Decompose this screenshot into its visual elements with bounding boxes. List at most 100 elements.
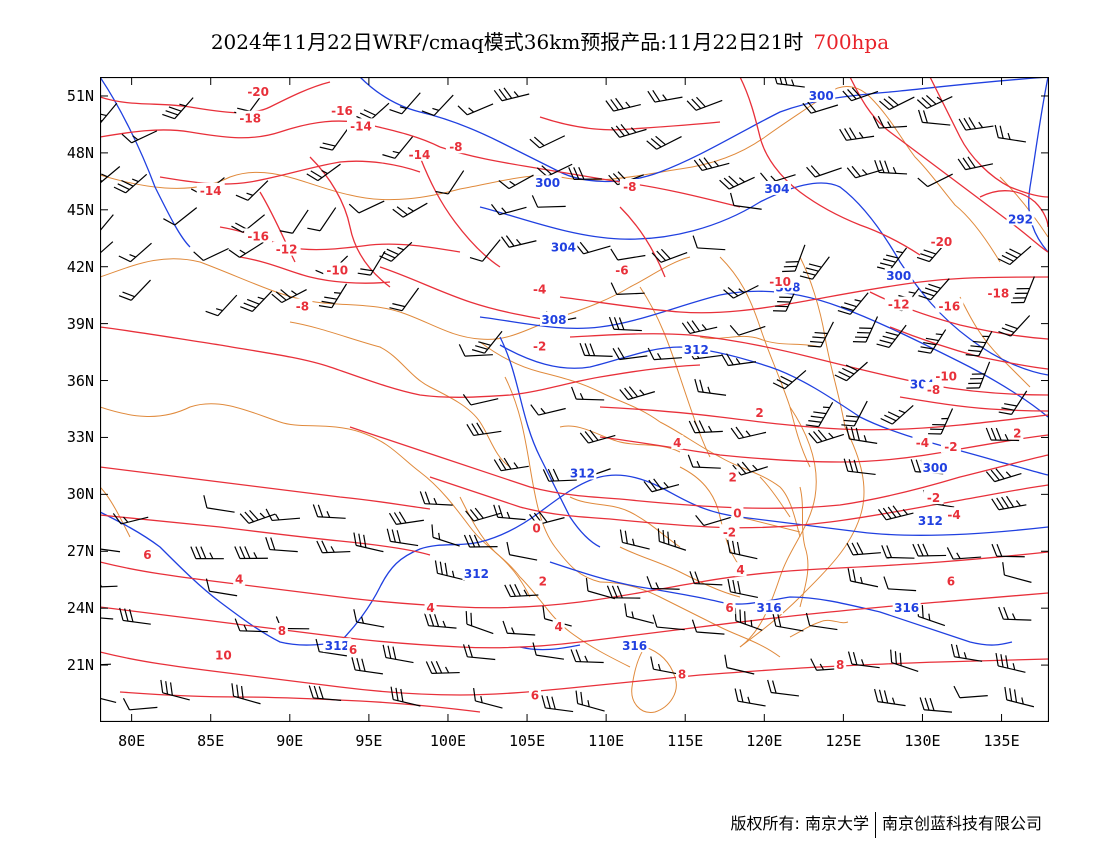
wind-barb	[730, 426, 767, 440]
contour-label: 304	[551, 241, 576, 255]
wind-barb	[571, 386, 605, 401]
contour-label: -14	[200, 184, 222, 198]
wind-barb	[265, 537, 298, 553]
wind-barb	[651, 248, 688, 263]
wind-barb	[880, 404, 914, 425]
footer-left: 版权所有: 南京大学	[730, 814, 869, 833]
wind-barb	[506, 541, 538, 561]
wind-barb	[421, 94, 454, 117]
wind-barb	[878, 505, 914, 521]
lon-label: 80E	[118, 732, 146, 750]
chart-title: 2024年11月22日WRF/cmaq模式36km预报产品:11月22日21时 7…	[0, 26, 1100, 55]
lat-label: 45N	[66, 200, 94, 219]
lon-label: 95E	[355, 732, 383, 750]
contour-label-bg	[719, 524, 740, 539]
contour-label-bg	[932, 368, 961, 383]
contour-label: 300	[886, 269, 911, 283]
contour-label: 300	[809, 89, 834, 103]
wind-barb	[843, 458, 876, 476]
wind-barb	[852, 316, 879, 343]
contour-label-bg	[529, 281, 550, 296]
contour-label-bg	[323, 262, 352, 277]
wind-barb	[619, 386, 656, 401]
wind-barb	[490, 204, 527, 216]
wind-barb	[240, 290, 273, 312]
contour-label-bg	[984, 285, 1013, 300]
footer-copyright: 版权所有: 南京大学 南京创蓝科技有限公司	[730, 810, 1042, 838]
wind-barb	[239, 509, 276, 524]
wind-barb	[985, 468, 1022, 483]
wind-barb	[308, 685, 342, 701]
contour-label-bg	[619, 179, 640, 194]
contour-label-bg	[424, 600, 437, 615]
contour-label: 308	[541, 313, 566, 327]
contour-label: -10	[769, 275, 791, 289]
contour-label-bg	[462, 566, 491, 581]
contour-label-bg	[405, 146, 434, 161]
contour-label: -2	[723, 525, 736, 539]
wind-barb	[379, 241, 413, 262]
wind-barb	[493, 504, 526, 521]
wind-barb	[465, 611, 494, 635]
wind-barb	[966, 361, 991, 389]
wind-barb	[727, 578, 758, 599]
contour-label: 6	[531, 688, 539, 702]
wind-barb	[389, 287, 420, 312]
wind-barb	[799, 256, 830, 280]
wind-barb	[917, 109, 951, 126]
contour-label-bg	[682, 342, 711, 357]
contour-label: -16	[247, 229, 269, 243]
wind-barb	[1004, 686, 1035, 708]
wind-barb	[113, 173, 148, 194]
wind-barb	[466, 422, 502, 437]
contour-label-bg	[723, 600, 736, 615]
lon-label: 90E	[276, 732, 304, 750]
wind-barb	[568, 167, 602, 180]
wind-barb	[881, 545, 915, 559]
contour-label-bg	[233, 571, 246, 586]
wind-barb	[312, 504, 346, 519]
wind-barb	[724, 654, 755, 675]
wind-barb	[950, 643, 983, 662]
wind-barb	[424, 613, 457, 629]
wind-barb	[686, 96, 723, 111]
contour-label-bg	[912, 435, 933, 450]
contour-label-bg	[940, 438, 961, 453]
wind-barb	[847, 651, 880, 669]
lon-label: 130E	[904, 732, 941, 750]
wind-barb	[928, 408, 954, 435]
contour-label-bg	[530, 520, 543, 535]
contour-label-bg	[935, 298, 964, 313]
wind-barb	[392, 202, 428, 218]
contour-label: -20	[247, 85, 269, 99]
wind-barb	[985, 427, 1020, 442]
contour-label: -4	[947, 508, 960, 522]
contour-label: -16	[939, 300, 961, 314]
wind-barb	[802, 101, 839, 114]
wind-barb	[767, 679, 799, 697]
wind-barb	[388, 511, 424, 525]
wind-barb	[205, 294, 238, 317]
contour-label: 4	[555, 620, 563, 634]
wind-barb	[610, 248, 646, 261]
wind-barb	[575, 690, 605, 712]
wind-barb	[160, 679, 190, 701]
wind-barb	[612, 347, 648, 361]
wind-barb	[807, 321, 834, 348]
wind-barb	[530, 404, 566, 416]
axis-ticks	[100, 77, 1049, 722]
contour-label: 292	[1008, 212, 1033, 226]
wind-barb	[842, 87, 879, 102]
wind-barb	[874, 159, 908, 175]
wind-barb	[998, 390, 1028, 415]
wind-barb	[991, 543, 1025, 558]
contour-label-bg	[445, 139, 466, 154]
lat-label: 24N	[66, 599, 94, 618]
wind-barb	[493, 87, 530, 102]
wind-barb	[729, 325, 766, 336]
map-plot: 3003003043042923003083083123043003123123…	[100, 77, 1049, 722]
contour-label: 300	[923, 461, 948, 475]
contour-label: 10	[215, 649, 232, 663]
contour-label: -8	[296, 300, 309, 314]
wind-barb	[351, 657, 383, 675]
